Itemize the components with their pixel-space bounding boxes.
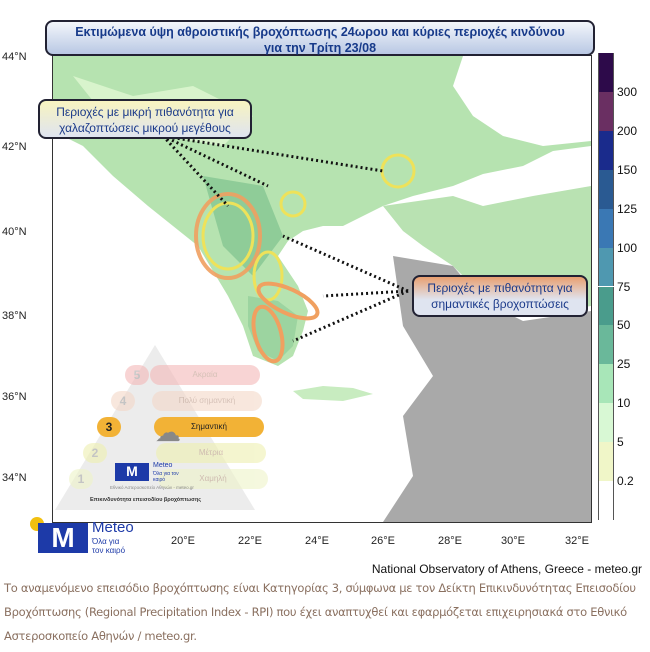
lon-tick: 26°E [371,535,395,547]
lon-tick: 20°E [171,535,195,547]
colorbar-label: 50 [617,318,631,333]
hail-line1: Περιοχές με μικρή πιθανότητα για [56,105,234,119]
rain-line1: Περιοχές με πιθανότητα για [427,281,573,295]
rpi-pyramid: Ακραία 5 Πολύ σημαντική 4 Σημαντική 3 Μέτρια 2 Χ… [55,345,285,515]
colorbar-segment [598,169,614,209]
colorbar-label: 75 [617,279,631,294]
pyramid-logo-icon: M [115,463,149,481]
colorbar-segment [598,247,614,287]
logo-tagline1: Όλα για [92,537,120,546]
colorbar-label: 5 [617,435,624,450]
pyramid-logo-name: Meteo [153,462,173,469]
colorbar-label: 150 [617,162,638,177]
rain-line2: σημαντικές βροχοπτώσεις [431,297,569,311]
title-line2: για την Τρίτη 23/08 [263,41,377,55]
lat-tick: 40°N [2,226,27,238]
pyramid-level-number: 1 [69,469,93,489]
lon-tick: 30°E [501,535,525,547]
pyramid-level-number: 5 [125,365,149,385]
colorbar-segment [598,442,614,482]
pyramid-caption: Επικινδυνότητα επεισοδίου βροχόπτωσης [90,497,202,503]
meteo-logo: M Meteo Όλα για τον καιρό [30,515,170,555]
rain-callout: Περιοχές με πιθανότητα για σημαντικές βρο… [412,275,588,317]
outside-domain [383,256,591,522]
map-title: Εκτιμώμενα ύψη αθροιστικής βροχόπτωσης 2… [45,20,595,56]
lat-tick: 42°N [2,141,27,153]
lon-tick: 22°E [238,535,262,547]
colorbar-segment [598,130,614,170]
logo-name: Meteo [92,519,134,536]
lat-tick: 36°N [2,391,27,403]
colorbar-label: 25 [617,357,631,372]
caption-text: Το αναμενόμενο επεισόδιο βροχόπτωσης είν… [4,581,636,643]
lon-tick: 28°E [438,535,462,547]
colorbar-segment [598,91,614,131]
pyramid-level-label: Πολύ σημαντική [152,391,262,411]
title-line1: Εκτιμώμενα ύψη αθροιστικής βροχόπτωσης 2… [75,25,565,39]
arrows [161,134,409,343]
colorbar-segment [598,53,614,92]
pyramid-level-label: Χαμηλή [158,469,268,489]
pyramid-level-number: 3 [97,417,121,437]
colorbar-label: 10 [617,396,631,411]
hail-callout: Περιοχές με μικρή πιθανότητα για χαλαζοπτ… [38,99,252,139]
lon-tick: 24°E [305,535,329,547]
black-sea [453,56,591,146]
colorbar-label: 100 [617,240,638,255]
rain-cloud-icon: ☁ [155,417,181,447]
colorbar-label: 200 [617,123,638,138]
crete [293,386,373,401]
lat-tick: 38°N [2,310,27,322]
colorbar-segment [598,325,614,365]
logo-m-icon: M [38,523,88,553]
pyramid-institution: Εθνικό Αστεροσκοπείο Αθηνών - meteo.gr [110,485,194,490]
colorbar-label: 125 [617,201,638,216]
pyramid-level-label: Μέτρια [156,443,266,463]
colorbar-segment [598,364,614,404]
pyramid-logo-tagline: Όλα για τον καιρό [153,471,179,483]
colorbar-segment [598,403,614,443]
lon-tick: 32°E [565,535,589,547]
lat-tick: 34°N [2,472,27,484]
colorbar-label: 0.2 [617,474,634,489]
colorbar-segment [598,286,614,326]
credit: National Observatory of Athens, Greece -… [371,562,642,576]
pyramid-level-label: Σημαντική [154,417,264,437]
logo-tagline: Όλα για τον καιρό [92,537,125,555]
logo-tagline2: τον καιρό [92,546,126,555]
colorbar-segment [598,481,614,520]
pyramid-level-label: Ακραία [150,365,260,385]
colorbar-label: 300 [617,84,638,99]
pyramid-level-number: 2 [83,443,107,463]
lat-tick: 44°N [2,51,27,63]
pyramid-level-number: 4 [111,391,135,411]
hail-line2: χαλαζοπτώσεις μικρού μεγέθους [59,121,231,135]
colorbar-segment [598,208,614,248]
